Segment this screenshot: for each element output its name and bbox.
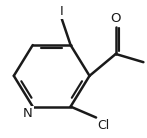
Text: I: I (60, 5, 64, 18)
Text: N: N (23, 107, 33, 120)
Text: O: O (111, 12, 121, 25)
Text: Cl: Cl (97, 119, 110, 132)
